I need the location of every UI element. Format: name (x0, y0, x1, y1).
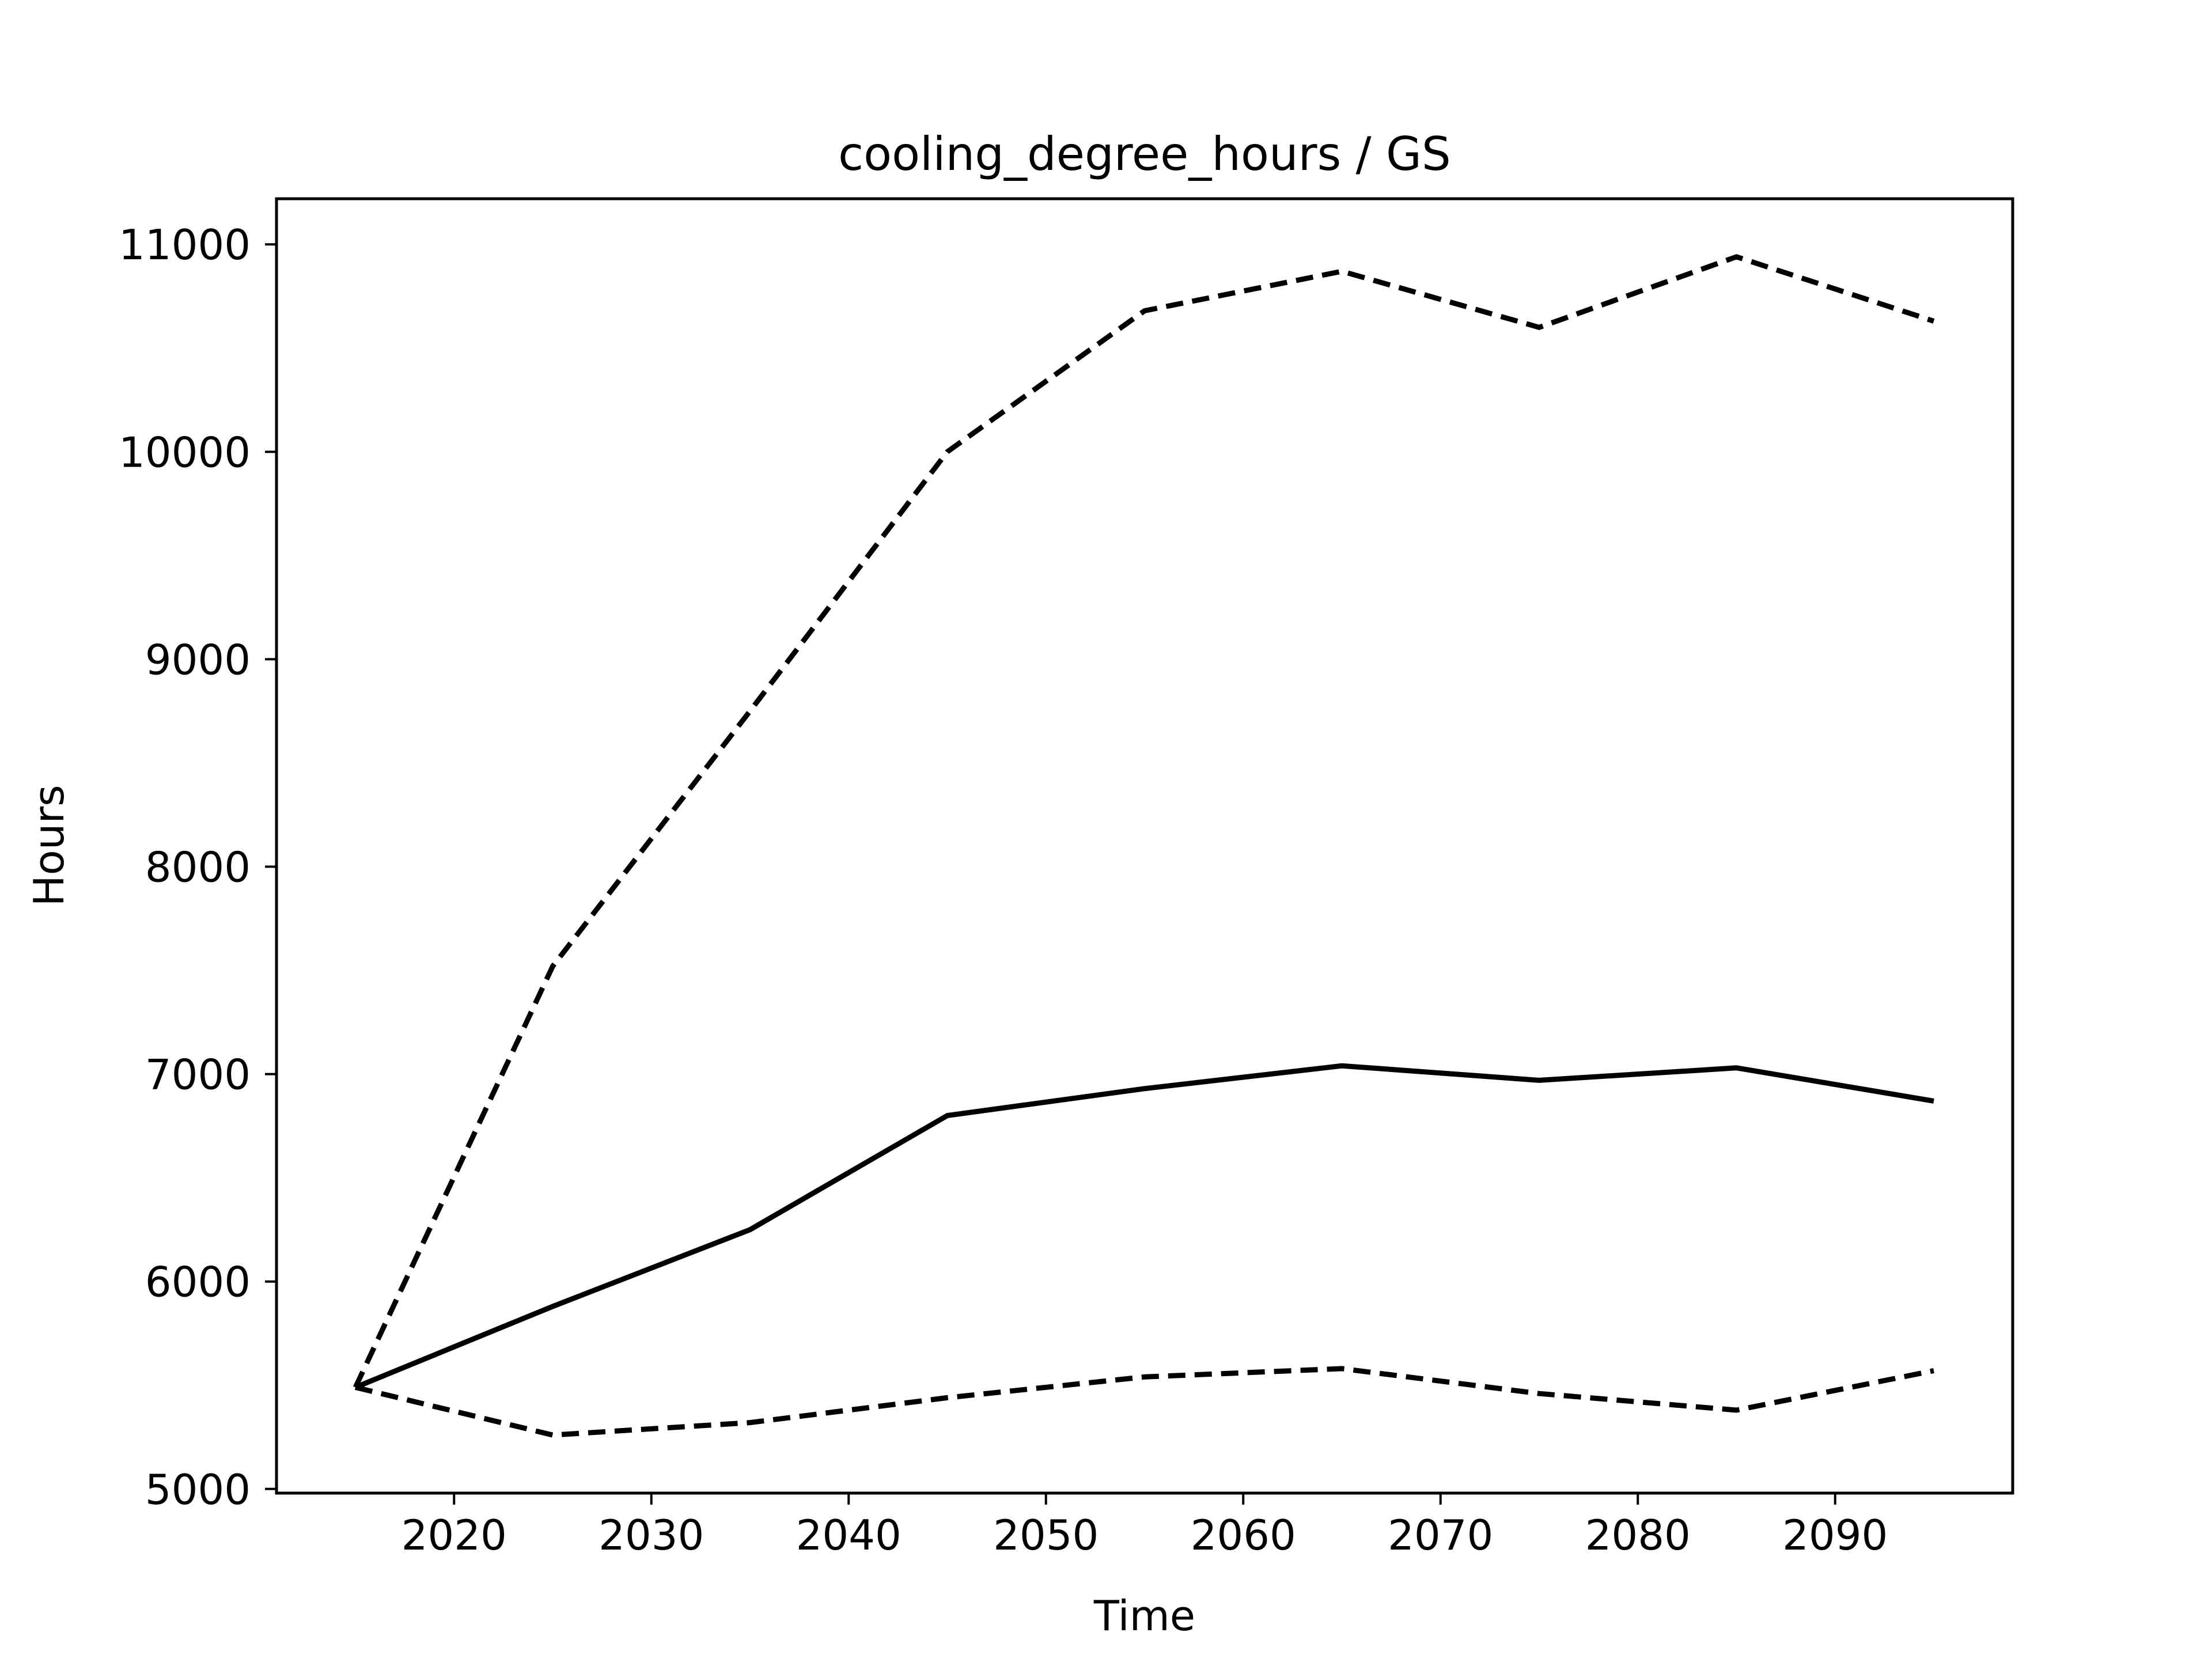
x-tick-label-2060: 2060 (1191, 1511, 1296, 1559)
y-axis-label: Hours (25, 785, 73, 907)
x-axis-label: Time (1093, 1592, 1195, 1640)
y-tick-label-9000: 9000 (145, 635, 251, 684)
y-tick-label-10000: 10000 (119, 428, 251, 476)
y-axis-ticks: 5000 6000 7000 8000 9000 10000 11000 (119, 221, 276, 1514)
series-line-1-solid (354, 1063, 1934, 1390)
y-tick-label-8000: 8000 (145, 843, 251, 892)
x-tick-label-2030: 2030 (599, 1511, 704, 1559)
x-tick-label-2050: 2050 (993, 1511, 1099, 1559)
x-tick-label-2090: 2090 (1782, 1511, 1888, 1559)
series-line-2-dashed (353, 254, 1935, 1389)
y-tick-label-7000: 7000 (145, 1051, 251, 1099)
series-layer (353, 254, 1935, 1438)
y-tick-label-11000: 11000 (119, 221, 251, 269)
chart-title: cooling_degree_hours / GS (838, 127, 1451, 181)
plot-frame (275, 197, 2014, 1495)
x-tick-label-2020: 2020 (402, 1511, 507, 1559)
x-tick-label-2070: 2070 (1388, 1511, 1493, 1559)
y-tick-label-5000: 5000 (145, 1465, 251, 1514)
x-tick-label-2040: 2040 (796, 1511, 902, 1559)
x-axis-ticks: 2020 2030 2040 2050 2060 2070 2080 2090 (402, 1493, 1888, 1559)
series-line-3-dashed (354, 1366, 1934, 1438)
x-tick-label-2080: 2080 (1585, 1511, 1691, 1559)
y-tick-label-6000: 6000 (145, 1258, 251, 1306)
